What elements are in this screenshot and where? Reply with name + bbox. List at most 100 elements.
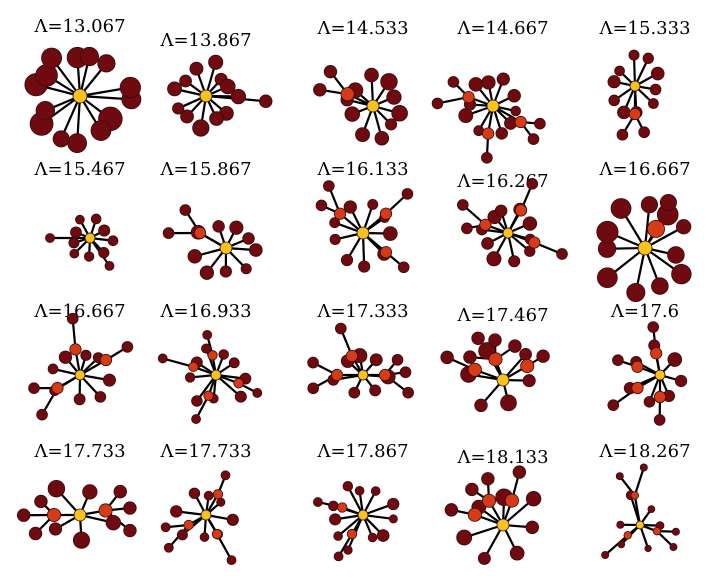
leaf-node (28, 526, 43, 541)
leaf-node (102, 373, 116, 387)
leaf-node (28, 382, 40, 394)
leaf-node (344, 106, 361, 122)
leaf-node (307, 382, 319, 395)
edges (451, 471, 535, 559)
leaf-node (219, 265, 232, 278)
leaf-node (199, 532, 210, 542)
leaf-node (191, 395, 203, 407)
hub-node (486, 99, 500, 113)
leaf-node (180, 109, 194, 124)
leaf-node (208, 54, 224, 70)
leaf-node (179, 74, 192, 88)
graph-label: Λ=15.867 (159, 159, 251, 180)
leaf-node (329, 217, 341, 229)
leaf-node (172, 102, 185, 115)
leaf-node (465, 482, 479, 497)
hub-node (637, 240, 653, 256)
leaf-node (616, 128, 629, 141)
hub-node (496, 518, 510, 532)
leaf-node (507, 89, 521, 103)
leaf-node (481, 472, 495, 486)
hub-node (73, 508, 87, 522)
leaf-node (329, 513, 342, 526)
hub-node (199, 89, 213, 103)
intermediate-node (69, 343, 82, 356)
graph-label: Λ=18.267 (598, 441, 690, 462)
leaf-node (380, 73, 398, 91)
graph-label: Λ=16.933 (159, 301, 251, 322)
leaf-node (315, 199, 328, 212)
leaf-node (471, 331, 485, 345)
graph-label: Λ=13.067 (33, 16, 125, 37)
hub-node (366, 99, 380, 113)
leaf-node (67, 133, 87, 154)
graph-cell: Λ=16.933 (157, 301, 263, 424)
leaf-node (674, 374, 688, 388)
leaf-node (104, 260, 115, 271)
leaf-node (69, 248, 80, 259)
intermediate-node (379, 207, 393, 220)
leaf-node (527, 133, 540, 145)
leaf-node (481, 152, 493, 164)
leaf-node (83, 251, 95, 262)
graph-label: Λ=16.133 (316, 159, 408, 180)
nodes (607, 321, 688, 426)
leaf-node (68, 237, 80, 249)
leaf-node (259, 94, 273, 108)
intermediate-node (51, 381, 64, 395)
leaf-node (163, 542, 174, 553)
intermediate-node (481, 493, 497, 508)
leaf-node (201, 343, 212, 354)
nodes (444, 465, 542, 565)
leaf-node (199, 265, 215, 280)
leaf-node (343, 545, 353, 555)
graph-label: Λ=14.667 (456, 18, 548, 39)
leaf-node (212, 220, 225, 233)
leaf-node (522, 216, 538, 231)
graph-cell: Λ=16.267 (456, 171, 568, 268)
intermediate-node (514, 204, 528, 217)
leaf-node (218, 349, 229, 360)
graph-cell: Λ=14.533 (313, 18, 409, 146)
leaf-node (370, 486, 381, 496)
leaf-node (167, 81, 182, 97)
intermediate-node (340, 87, 355, 102)
leaf-node (510, 105, 521, 117)
leaf-node (184, 372, 196, 383)
intermediate-node (233, 378, 244, 389)
intermediate-node (631, 381, 644, 395)
leaf-node (525, 520, 539, 535)
leaf-node (671, 263, 692, 285)
hub-node (356, 226, 370, 240)
intermediate-node (488, 352, 503, 367)
leaf-node (397, 261, 410, 274)
leaf-node (486, 251, 502, 267)
leaf-node (616, 520, 625, 529)
intermediate-node (330, 368, 344, 382)
graph-cell: Λ=17.333 (307, 301, 414, 399)
intermediate-node (504, 493, 519, 508)
leaf-node (508, 339, 522, 353)
graph-label: Λ=17.867 (316, 441, 408, 462)
leaf-node (226, 555, 237, 566)
leaf-node (643, 396, 656, 408)
nodes (167, 54, 273, 137)
leaf-node (348, 386, 361, 399)
graph-label: Λ=17.733 (33, 441, 125, 462)
leaf-node (354, 485, 365, 496)
edge (604, 534, 629, 556)
intermediate-node (211, 528, 223, 540)
graph-label: Λ=13.867 (159, 30, 251, 51)
intermediate-node (212, 489, 224, 500)
leaf-node (48, 522, 63, 536)
leaf-node (617, 105, 631, 120)
leaf-node (391, 104, 408, 122)
hub-node (84, 232, 96, 244)
leaf-node (536, 349, 550, 363)
edges (604, 467, 676, 556)
leaf-node (329, 233, 341, 245)
leaf-node (647, 505, 656, 513)
graph-label: Λ=16.267 (456, 171, 548, 192)
intermediate-node (203, 390, 214, 401)
nodes (315, 180, 414, 274)
